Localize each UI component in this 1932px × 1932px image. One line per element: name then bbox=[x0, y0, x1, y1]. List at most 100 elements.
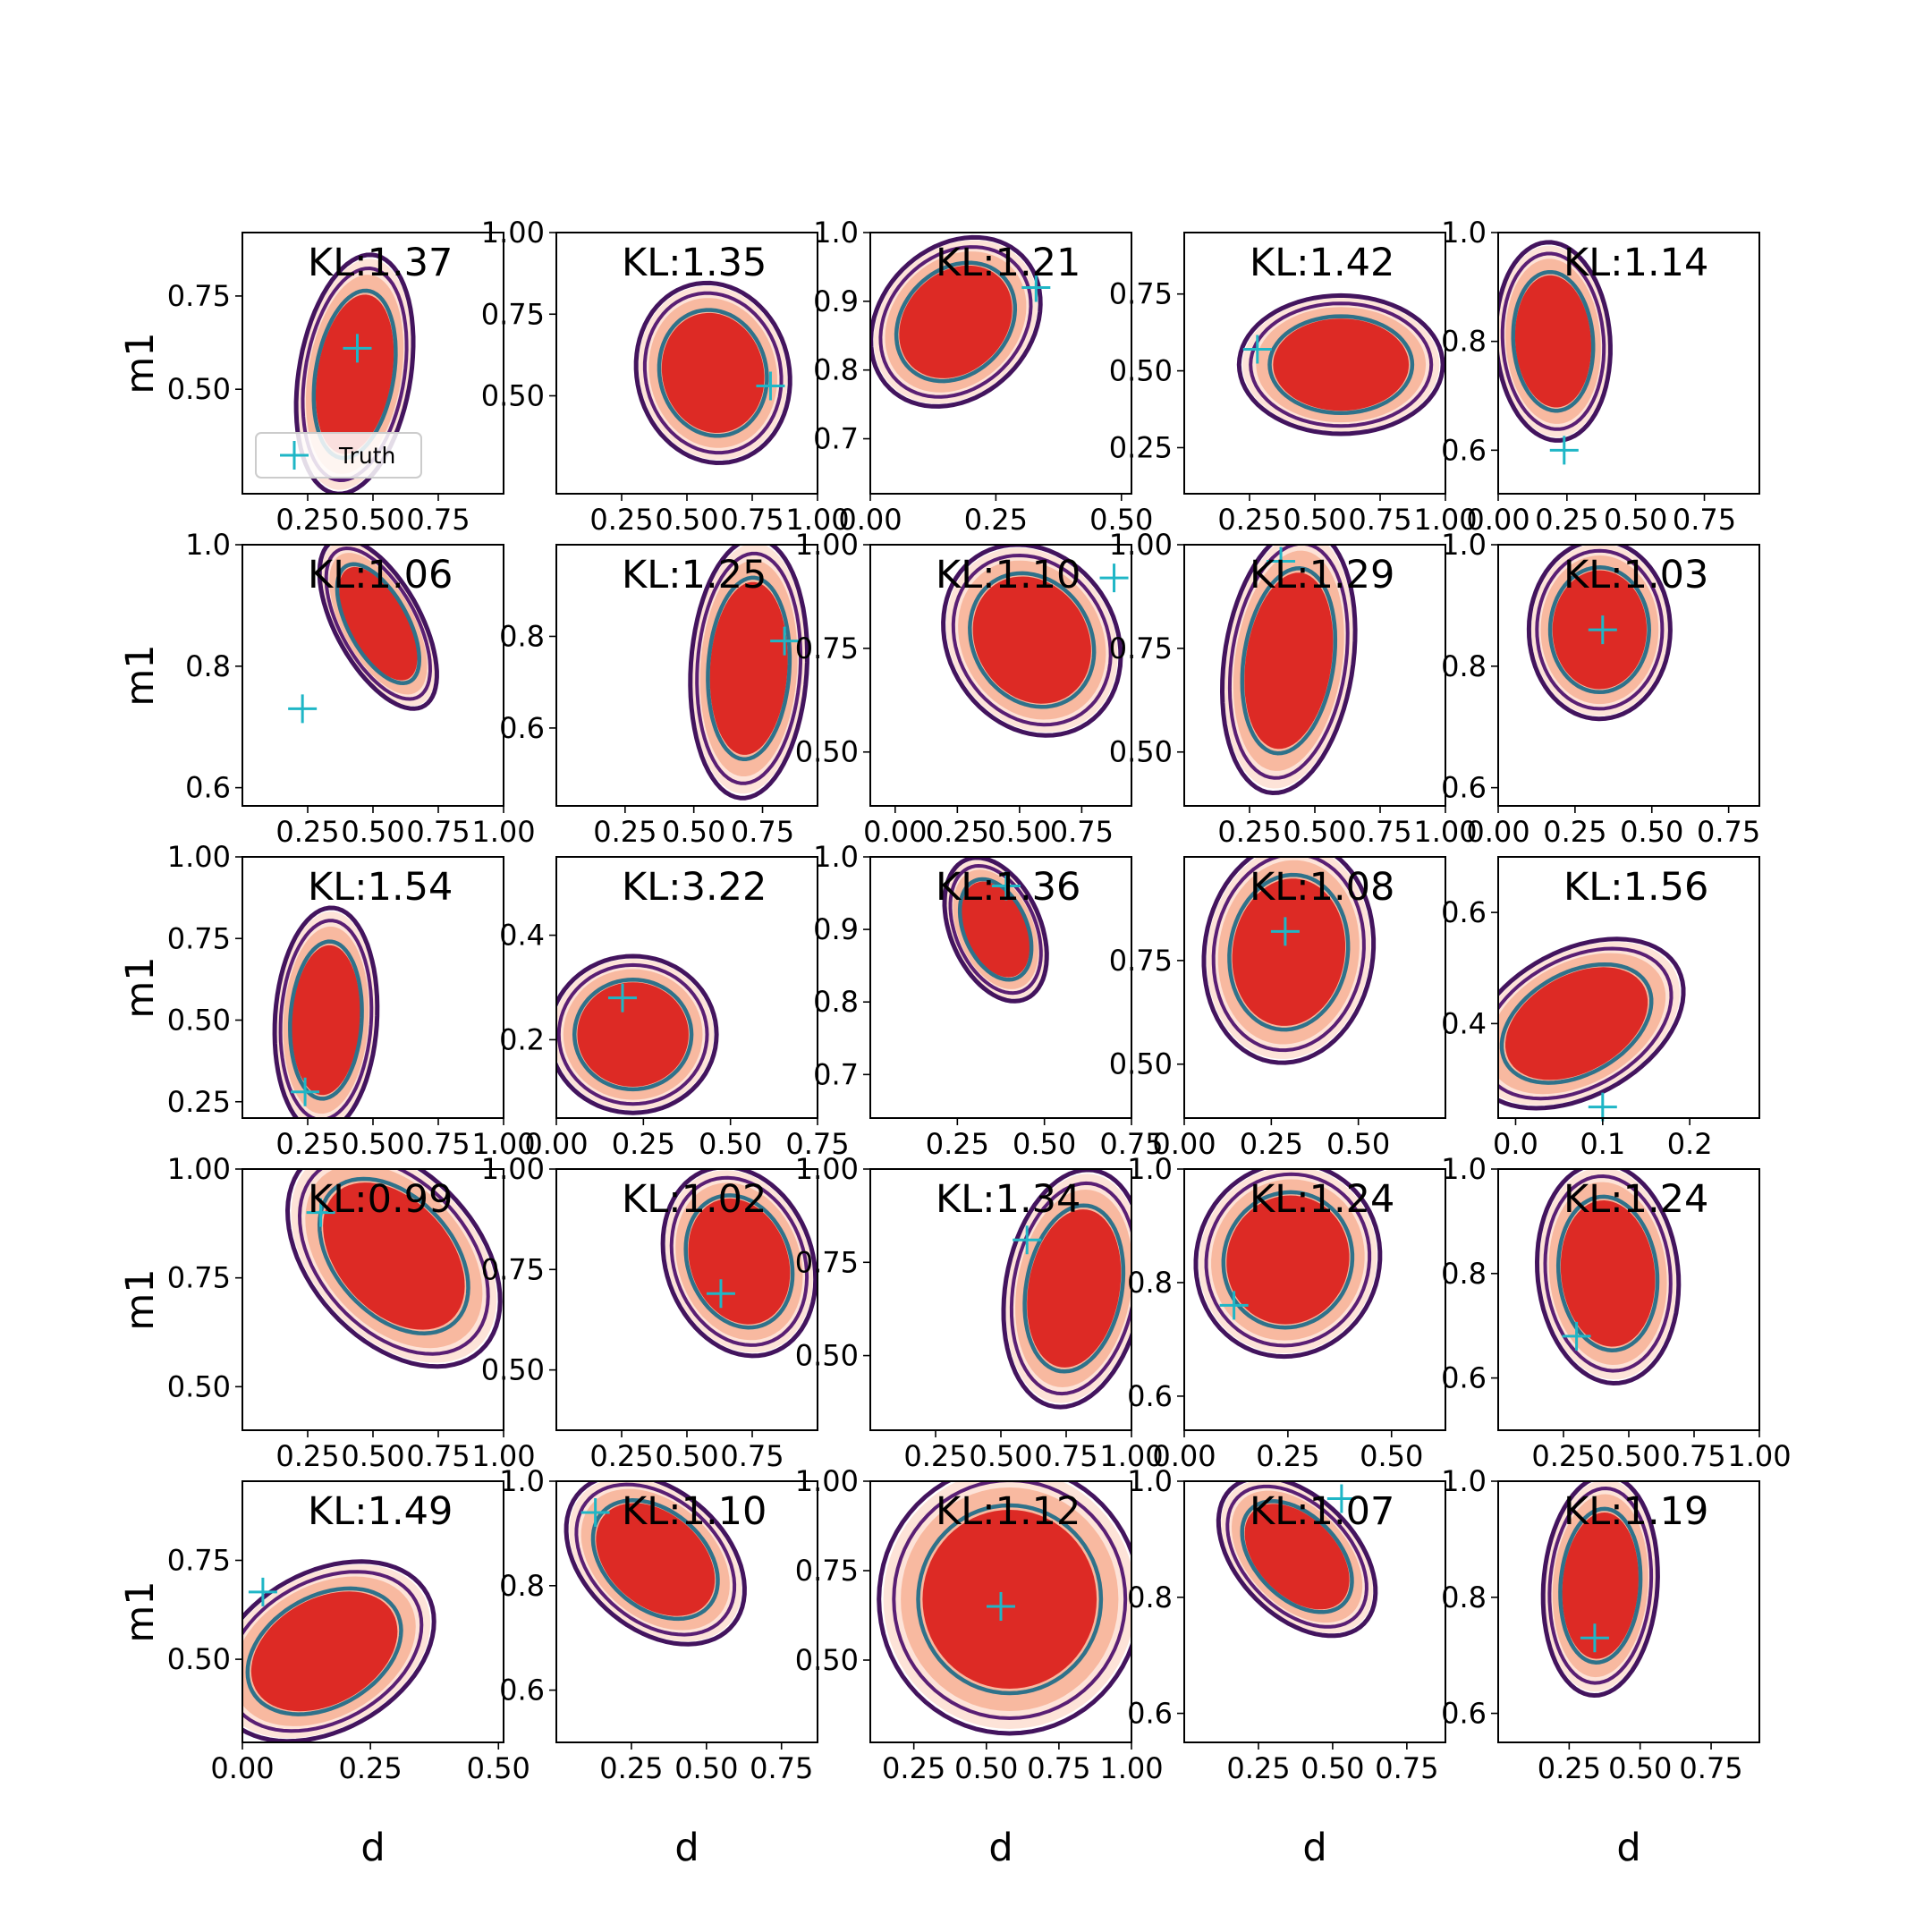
density-contours bbox=[285, 1169, 503, 1369]
density-contours bbox=[242, 1559, 436, 1742]
contour-line-inner bbox=[572, 977, 694, 1092]
contour-line-outer bbox=[1193, 1169, 1383, 1360]
x-tick-label: 1.00 bbox=[785, 503, 849, 537]
contour-line-outer bbox=[242, 1559, 436, 1742]
contour-line-mid bbox=[642, 291, 784, 455]
y-tick-label: 1.0 bbox=[1127, 1464, 1173, 1498]
truth-marker bbox=[1580, 1623, 1609, 1653]
x-tick-label: 0.75 bbox=[1679, 1751, 1742, 1785]
density-fill-inner bbox=[323, 1182, 465, 1330]
truth-marker bbox=[1219, 1291, 1249, 1320]
density-fill-inner bbox=[1562, 1513, 1639, 1659]
kl-annotation: KL:1.10 bbox=[936, 553, 1080, 597]
truth-marker bbox=[580, 1498, 610, 1528]
x-tick-label: 0.75 bbox=[1348, 815, 1411, 849]
x-tick-label: 0.00 bbox=[1152, 1127, 1216, 1161]
density-contours bbox=[1540, 1481, 1660, 1698]
kl-annotation: KL:1.07 bbox=[1250, 1489, 1394, 1534]
kl-annotation: KL:1.56 bbox=[1563, 865, 1708, 910]
panel-3: 0.00 0.25 0.50 0.7 0.8 0.9 1.0 KL:1.21 bbox=[813, 216, 1153, 537]
kl-annotation: KL:1.14 bbox=[1563, 241, 1708, 285]
density-fill-inner bbox=[922, 1510, 1097, 1689]
x-tick-label: 0.75 bbox=[785, 1127, 849, 1161]
y-tick-label: 0.25 bbox=[1109, 430, 1173, 464]
x-tick-label: 0.50 bbox=[1608, 1751, 1672, 1785]
y-tick-label: 0.4 bbox=[499, 919, 545, 953]
x-tick-label: 0.50 bbox=[1597, 1439, 1660, 1473]
density-fill-inner bbox=[1273, 318, 1410, 411]
density-fill-inner bbox=[1244, 1504, 1350, 1610]
kl-annotation: KL:1.37 bbox=[308, 241, 453, 285]
contour-line-mid bbox=[669, 1175, 809, 1347]
x-tick-label: 0.75 bbox=[406, 1439, 470, 1473]
x-tick-label: 0.75 bbox=[1050, 815, 1114, 849]
x-axis-label: d bbox=[360, 1826, 385, 1870]
truth-marker bbox=[1588, 1092, 1617, 1122]
density-fill-inner bbox=[577, 982, 689, 1087]
x-tick-label: 1.00 bbox=[1099, 1751, 1163, 1785]
x-tick-label: 0.00 bbox=[838, 503, 902, 537]
kl-annotation: KL:1.06 bbox=[308, 553, 453, 597]
density-fill-inner bbox=[661, 312, 765, 433]
density-fill-inner bbox=[250, 1591, 398, 1712]
x-tick-label: 0.25 bbox=[964, 503, 1028, 537]
contour-line-inner bbox=[916, 1503, 1104, 1696]
y-tick-label: 1.00 bbox=[481, 1152, 545, 1186]
density-fill-inner bbox=[1232, 878, 1345, 1026]
x-axis-label: d bbox=[674, 1826, 699, 1870]
y-tick-label: 0.6 bbox=[1127, 1379, 1173, 1413]
contour-line-inner bbox=[894, 260, 1018, 384]
x-tick-label: 0.50 bbox=[969, 1439, 1032, 1473]
density-contours bbox=[870, 234, 1043, 409]
contour-line-outer bbox=[941, 545, 1123, 738]
density-contours bbox=[942, 857, 1049, 1004]
contour-line-mid bbox=[1498, 946, 1674, 1101]
y-tick-label: 0.6 bbox=[1441, 1361, 1487, 1395]
kl-annotation: KL:1.29 bbox=[1250, 553, 1394, 597]
y-tick-label: 1.0 bbox=[1441, 528, 1487, 562]
y-tick-label: 0.50 bbox=[167, 1369, 231, 1403]
x-tick-label: 0.75 bbox=[406, 1127, 470, 1161]
axes-frame bbox=[1497, 1480, 1760, 1743]
panel-21: 0.00 0.25 0.50 0.50 0.75 KL:1.49 m1 d bbox=[118, 1480, 530, 1870]
legend-truth-marker bbox=[280, 441, 309, 470]
y-tick-label: 0.50 bbox=[795, 735, 859, 769]
density-contours bbox=[1498, 240, 1613, 443]
contour-line-inner bbox=[1221, 1190, 1355, 1330]
y-tick-label: 0.8 bbox=[499, 619, 545, 653]
x-tick-label: 0.25 bbox=[589, 1439, 653, 1473]
truth-marker bbox=[1562, 1321, 1591, 1351]
contour-line-outer bbox=[942, 857, 1049, 1004]
x-tick-label: 0.50 bbox=[1604, 503, 1667, 537]
panel-22: 0.25 0.50 0.75 0.6 0.8 1.0 KL:1.10 d bbox=[499, 1464, 818, 1870]
y-tick-label: 0.6 bbox=[185, 771, 231, 805]
y-tick-label: 0.75 bbox=[481, 1252, 545, 1286]
panel-13: 0.25 0.50 0.75 0.7 0.8 0.9 1.0 KL:1.36 bbox=[813, 840, 1164, 1161]
x-tick-label: 0.25 bbox=[339, 1751, 402, 1785]
y-tick-label: 1.0 bbox=[185, 528, 231, 562]
x-tick-label: 0.75 bbox=[1375, 1751, 1438, 1785]
x-tick-label: 0.50 bbox=[1301, 1751, 1364, 1785]
contour-line-outer bbox=[1498, 936, 1686, 1111]
legend: Truth bbox=[255, 432, 422, 479]
y-tick-label: 0.50 bbox=[481, 379, 545, 413]
contour-line-inner bbox=[683, 1193, 795, 1330]
x-tick-label: 0.50 bbox=[341, 1127, 404, 1161]
y-tick-label: 0.2 bbox=[499, 1022, 545, 1056]
density-fill-inner bbox=[962, 881, 1030, 978]
axes-frame bbox=[869, 232, 1132, 495]
contour-line-mid bbox=[892, 1481, 1128, 1720]
x-axis-label: d bbox=[1616, 1826, 1640, 1870]
x-tick-label: 0.25 bbox=[1256, 1439, 1319, 1473]
density-fill-inner bbox=[1027, 1209, 1122, 1368]
contour-line-mid bbox=[298, 1169, 490, 1356]
axes-frame bbox=[869, 544, 1132, 807]
x-tick-label: 0.50 bbox=[655, 1439, 718, 1473]
x-tick-label: 0.25 bbox=[1240, 1127, 1303, 1161]
panel-25: 0.25 0.50 0.75 0.6 0.8 1.0 KL:1.19 d bbox=[1441, 1464, 1760, 1870]
y-tick-label: 0.6 bbox=[1441, 895, 1487, 929]
kl-annotation: KL:1.19 bbox=[1563, 1489, 1708, 1534]
x-tick-label: 0.50 bbox=[341, 503, 404, 537]
contour-line-outer bbox=[1001, 1169, 1131, 1410]
